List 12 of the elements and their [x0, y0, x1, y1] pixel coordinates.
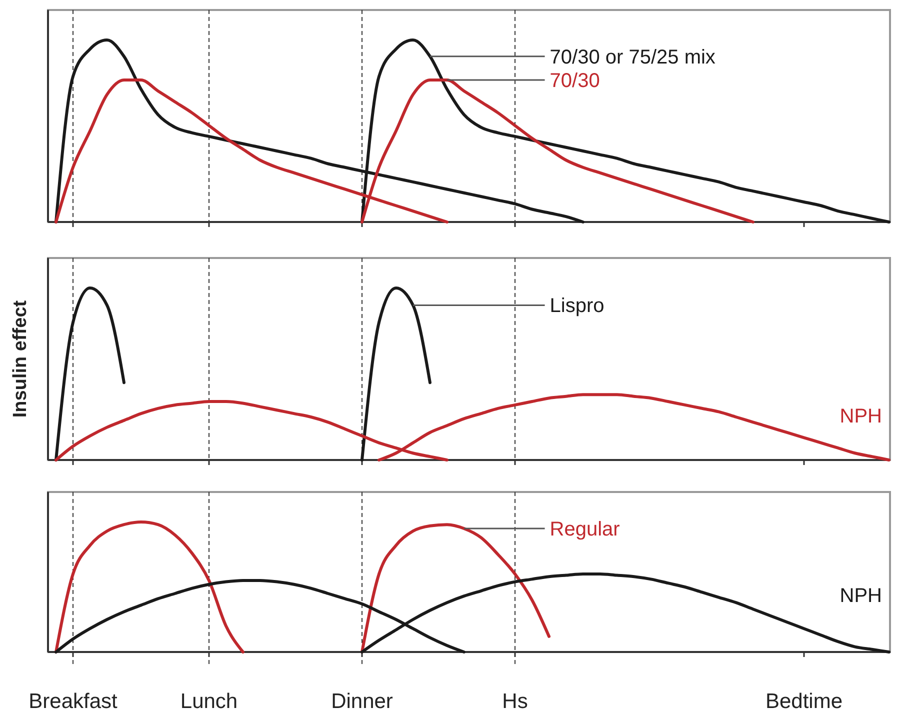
x-tick-label: Hs — [502, 690, 528, 713]
x-tick-label: Breakfast — [28, 690, 118, 713]
text: 70/30 or 75/25 mix — [550, 46, 716, 68]
series-label: NPH — [840, 585, 882, 607]
text: Lispro — [550, 295, 604, 318]
text: Regular — [550, 518, 620, 540]
series-label: NPH — [840, 406, 882, 428]
x-tick-label: Bedtime — [765, 690, 843, 713]
x-tick-label: Lunch — [180, 690, 238, 713]
text: 70/30 — [550, 70, 600, 92]
y-axis-title: Insulin effect — [10, 300, 31, 418]
x-tick-label: Dinner — [331, 690, 393, 713]
